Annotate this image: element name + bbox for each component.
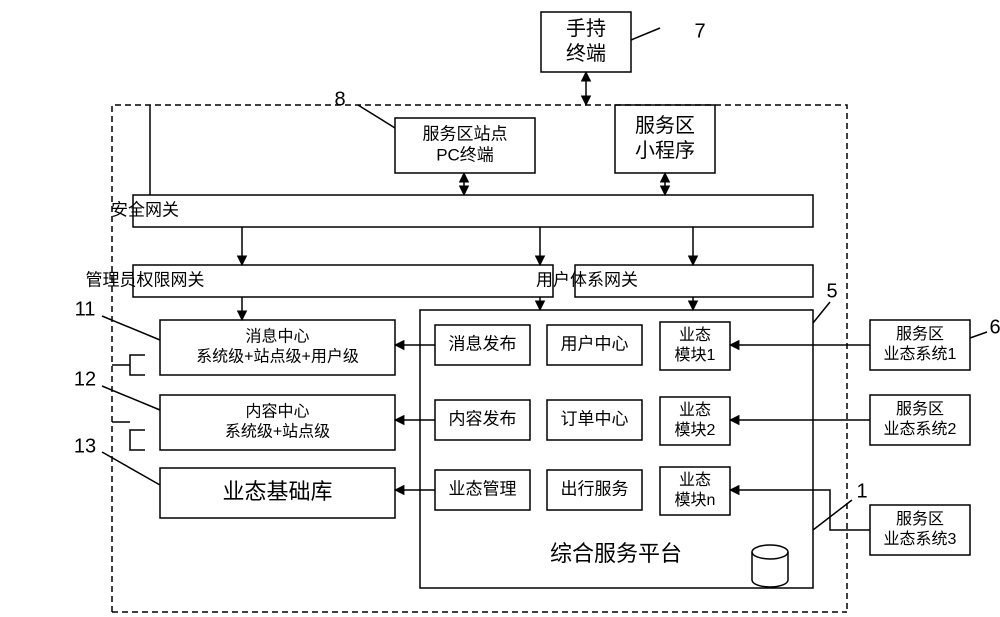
node-svc_sys2: 服务区业态系统2 <box>870 395 970 445</box>
svg-text:11: 11 <box>75 298 96 320</box>
node-biz_mod1: 业态模块1 <box>660 322 730 370</box>
svg-text:用户中心: 用户中心 <box>561 334 629 353</box>
callout-1: 1 <box>813 480 868 530</box>
svg-text:出行服务: 出行服务 <box>561 479 629 498</box>
node-mini_program: 服务区小程序 <box>615 105 715 173</box>
svg-text:手持: 手持 <box>566 17 606 40</box>
node-order_center: 订单中心 <box>547 400 642 440</box>
node-biz_modn: 业态模块n <box>660 467 730 515</box>
node-user_gateway: 用户体系网关 <box>536 265 813 297</box>
svg-text:服务区: 服务区 <box>896 400 944 418</box>
platform-caption: 综合服务平台 <box>550 541 682 566</box>
node-admin_gateway: 管理员权限网关 <box>86 265 554 297</box>
svg-text:系统级+站点级+用户级: 系统级+站点级+用户级 <box>196 348 359 366</box>
svg-text:消息中心: 消息中心 <box>245 328 309 346</box>
svg-text:13: 13 <box>74 435 96 457</box>
callout-12: 12 <box>74 368 160 410</box>
callout-8: 8 <box>334 88 395 128</box>
svg-text:服务区: 服务区 <box>896 325 944 343</box>
svg-text:12: 12 <box>74 368 96 390</box>
svg-text:业态系统3: 业态系统3 <box>884 530 957 548</box>
svg-text:5: 5 <box>826 280 837 302</box>
callout-13: 13 <box>74 435 160 485</box>
node-sec_gateway: 安全网关 <box>111 195 813 227</box>
svg-text:模块2: 模块2 <box>675 421 716 439</box>
node-biz_mgmt: 业态管理 <box>435 470 530 510</box>
svg-text:安全网关: 安全网关 <box>111 200 179 219</box>
database-icon <box>752 545 788 587</box>
node-pc_terminal: 服务区站点 PC终端 <box>395 118 535 173</box>
svg-text:服务区: 服务区 <box>635 114 695 137</box>
callout-11: 11 <box>75 298 160 340</box>
node-msg_center: 消息中心系统级+站点级+用户级 <box>160 320 395 375</box>
svg-text:模块n: 模块n <box>675 491 716 509</box>
svg-text:1: 1 <box>856 480 867 502</box>
svg-text:6: 6 <box>989 316 1000 338</box>
svg-text:7: 7 <box>694 20 705 42</box>
svg-text:业态管理: 业态管理 <box>449 479 517 498</box>
svg-text:业态: 业态 <box>679 471 711 489</box>
callout-5: 5 <box>813 280 838 323</box>
node-hand_terminal: 手持终端 <box>541 12 631 72</box>
svg-text:业态: 业态 <box>679 326 711 344</box>
callout-7: 7 <box>631 20 706 42</box>
svg-text:小程序: 小程序 <box>635 139 695 162</box>
svg-text:业态基础库: 业态基础库 <box>222 479 332 504</box>
svg-text:业态系统2: 业态系统2 <box>884 420 957 438</box>
svg-text:用户体系网关: 用户体系网关 <box>536 270 638 289</box>
callout-6: 6 <box>970 316 1000 338</box>
node-content_pub: 内容发布 <box>435 400 530 440</box>
svg-text:业态: 业态 <box>679 401 711 419</box>
node-base_lib: 业态基础库 <box>160 468 395 518</box>
svg-text:8: 8 <box>334 88 345 110</box>
svg-text:内容发布: 内容发布 <box>449 409 517 428</box>
svg-text:服务区: 服务区 <box>896 510 944 528</box>
node-svc_sys3: 服务区业态系统3 <box>870 505 970 555</box>
node-user_center: 用户中心 <box>547 325 642 365</box>
svg-text:模块1: 模块1 <box>675 346 716 364</box>
node-travel_svc: 出行服务 <box>547 470 642 510</box>
svg-text:PC终端: PC终端 <box>436 146 494 165</box>
svg-text:内容中心: 内容中心 <box>245 403 309 421</box>
node-svc_sys1: 服务区业态系统1 <box>870 320 970 370</box>
svg-text:服务区站点: 服务区站点 <box>423 124 508 143</box>
svg-text:管理员权限网关: 管理员权限网关 <box>86 270 205 289</box>
svg-text:系统级+站点级: 系统级+站点级 <box>225 423 330 441</box>
node-biz_mod2: 业态模块2 <box>660 397 730 445</box>
svg-text:终端: 终端 <box>566 42 606 65</box>
node-msg_pub: 消息发布 <box>435 325 530 365</box>
diagram-canvas: 手持终端服务区站点PC终端服务区小程序安全网关管理员权限网关用户体系网关消息中心… <box>0 0 1000 617</box>
svg-text:业态系统1: 业态系统1 <box>884 345 957 363</box>
node-content_center: 内容中心系统级+站点级 <box>160 395 395 450</box>
svg-text:消息发布: 消息发布 <box>449 334 517 353</box>
svg-text:订单中心: 订单中心 <box>561 409 629 428</box>
